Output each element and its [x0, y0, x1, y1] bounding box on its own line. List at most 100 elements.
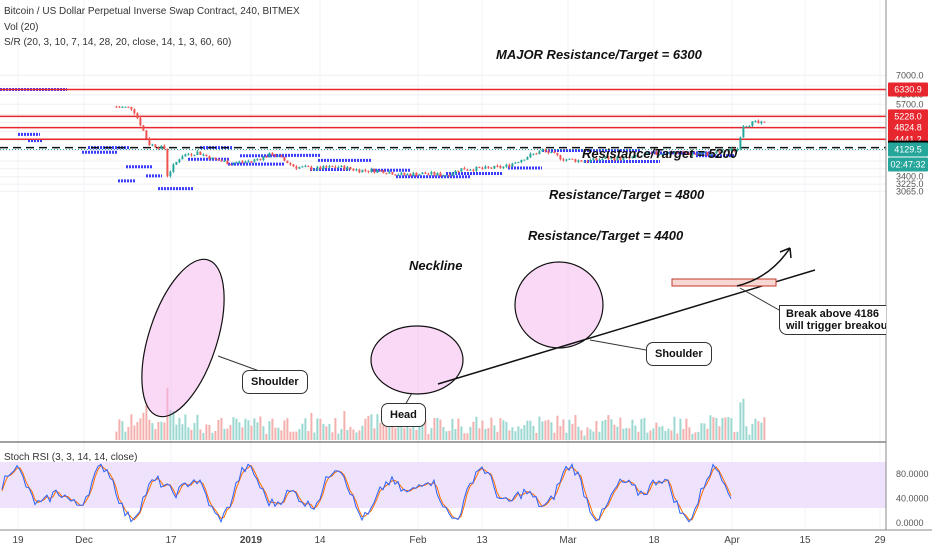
chart-title: Bitcoin / US Dollar Perpetual Inverse Sw… — [4, 6, 300, 17]
candle-body — [673, 152, 676, 154]
volume-bar — [421, 424, 424, 440]
volume-bar — [478, 428, 481, 440]
volume-bar — [586, 427, 589, 440]
volume-bar — [229, 425, 232, 440]
candle-body — [511, 163, 514, 167]
volume-bar — [505, 421, 508, 440]
candle-body — [625, 157, 628, 159]
candle-body — [538, 151, 541, 155]
candle-body — [664, 153, 667, 155]
candle-body — [634, 155, 637, 158]
volume-bar — [571, 423, 574, 440]
candle-body — [700, 153, 703, 155]
volume-bar — [385, 425, 388, 440]
time-tick-label: Mar — [559, 535, 577, 546]
candle-body — [397, 174, 400, 176]
candle-body — [496, 165, 499, 167]
candle-body — [628, 157, 631, 159]
candle-body — [121, 106, 124, 108]
volume-bar — [751, 423, 754, 440]
volume-bar — [445, 431, 448, 440]
candle-body — [148, 138, 151, 146]
time-axis: 19 Dec 17 2019 14 Feb 13 Mar 18 Apr 15 29 — [12, 535, 886, 546]
volume-bar — [310, 412, 313, 440]
volume-bar — [142, 412, 145, 440]
time-tick-label: Feb — [409, 535, 427, 546]
volume-bar — [187, 427, 190, 440]
left-shoulder-pointer — [217, 355, 263, 373]
volume-bar — [646, 432, 649, 440]
candle-body — [304, 166, 307, 168]
volume-bar — [355, 432, 358, 440]
volume-bar — [574, 415, 577, 440]
candle-body — [589, 159, 592, 163]
price-tag-label: 02:47:32 — [890, 159, 925, 169]
candle-body — [667, 152, 670, 154]
price-tag-label: 4129.5 — [894, 144, 922, 154]
candle-body — [742, 126, 745, 138]
candle-body — [748, 125, 751, 127]
volume-bar — [754, 418, 757, 440]
candle-body — [508, 164, 511, 167]
volume-bar — [523, 424, 526, 440]
candle-body — [253, 159, 256, 162]
candle-body — [604, 157, 607, 159]
volume-bar — [655, 422, 658, 440]
candle-body — [763, 121, 766, 123]
volume-bar — [592, 431, 595, 440]
volume-bar — [361, 425, 364, 440]
volume-bar — [466, 433, 469, 440]
volume-bar — [676, 433, 679, 440]
candle-body — [583, 161, 586, 163]
candle-body — [250, 161, 253, 163]
volume-bar — [292, 431, 295, 440]
volume-bar — [367, 415, 370, 440]
volume-bar — [475, 416, 478, 440]
candle-body — [379, 170, 382, 172]
volume-bar — [580, 430, 583, 440]
volume-bar — [667, 428, 670, 440]
volume-bar — [541, 421, 544, 440]
stoch-d-line — [1, 464, 732, 521]
candle-body — [370, 169, 373, 172]
candle-body — [259, 159, 262, 161]
candle-body — [760, 121, 763, 124]
candle-body — [751, 121, 754, 126]
candle-body — [187, 154, 190, 156]
volume-bar — [757, 421, 760, 440]
volume-bar — [358, 430, 361, 440]
candle-body — [388, 172, 391, 174]
candle-body — [637, 155, 640, 157]
neckline-label: Neckline — [409, 258, 463, 273]
candle-body — [697, 153, 700, 155]
candle-body — [124, 106, 127, 108]
volume-bar — [157, 421, 160, 440]
candle-body — [166, 148, 169, 177]
candle-body — [679, 151, 682, 153]
candle-body — [364, 169, 367, 171]
volume-bar — [397, 426, 400, 440]
price-tags: 6330.95228.04824.84441.24185.04129.502:4… — [888, 82, 928, 172]
volume-bar — [658, 426, 661, 440]
volume-bar — [577, 426, 580, 440]
stoch-rsi-band — [0, 462, 886, 508]
candle-body — [343, 165, 346, 170]
volume-bar — [532, 425, 535, 440]
candle-body — [265, 156, 268, 158]
volume-bar — [184, 414, 187, 440]
candle-body — [139, 118, 142, 126]
volume-bar — [325, 426, 328, 440]
time-tick-label: 17 — [165, 535, 177, 546]
volume-bar — [424, 419, 427, 440]
volume-bar — [352, 429, 355, 440]
volume-bar — [496, 431, 499, 440]
candle-body — [556, 153, 559, 156]
candle-body — [322, 166, 325, 170]
candle-body — [355, 169, 358, 171]
volume-bar — [703, 423, 706, 440]
volume-bar — [427, 433, 430, 440]
candle-body — [568, 158, 571, 160]
volume-bar — [568, 419, 571, 440]
candle-body — [436, 172, 439, 176]
